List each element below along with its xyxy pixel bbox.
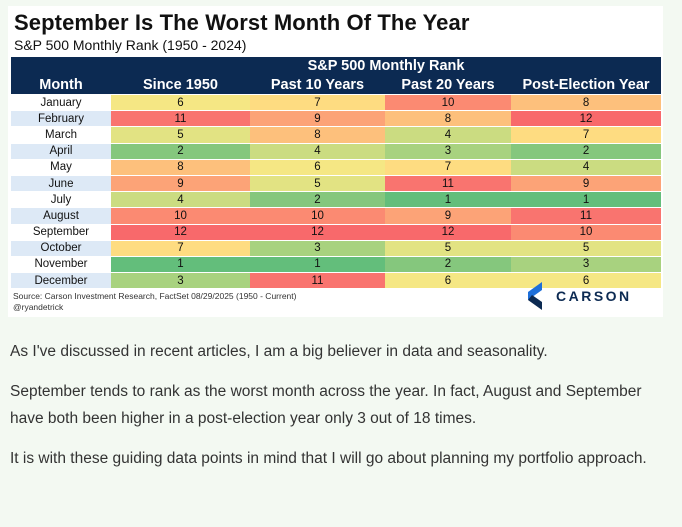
table-row: July 4 2 1 1 <box>11 191 662 208</box>
rank-cell: 6 <box>111 93 250 111</box>
carson-logo-icon <box>528 282 542 310</box>
article-body: As I've discussed in recent articles, I … <box>10 338 670 485</box>
rank-cell: 4 <box>511 158 662 176</box>
rank-cell: 3 <box>511 255 662 273</box>
figure-subtitle: S&P 500 Monthly Rank (1950 - 2024) <box>14 37 247 53</box>
rank-cell: 12 <box>250 223 385 241</box>
rank-cell: 4 <box>385 126 511 144</box>
rank-cell: 10 <box>385 93 511 111</box>
rank-table: S&P 500 Monthly Rank Month Since 1950 Pa… <box>11 57 662 289</box>
table-row: August 10 10 9 11 <box>11 207 662 224</box>
rank-cell: 1 <box>511 191 662 208</box>
rank-cell: 5 <box>250 174 385 192</box>
rank-cell: 10 <box>511 223 662 241</box>
column-header-past-20-years: Past 20 Years <box>385 75 511 95</box>
table-row: December 3 11 6 6 <box>11 272 662 289</box>
table-row: April 2 4 3 2 <box>11 142 662 160</box>
rank-cell: 9 <box>250 110 385 127</box>
rank-cell: 12 <box>385 223 511 241</box>
rank-cell: 6 <box>511 272 662 289</box>
author-handle: @ryandetrick <box>13 302 64 312</box>
month-cell: September <box>11 223 111 241</box>
rank-cell: 9 <box>385 207 511 224</box>
rank-cell: 5 <box>511 239 662 257</box>
rank-cell: 8 <box>511 93 662 111</box>
column-header-post-election-year: Post-Election Year <box>511 75 662 95</box>
rank-cell: 2 <box>511 142 662 160</box>
rank-cell: 7 <box>250 93 385 111</box>
source-line: Source: Carson Investment Research, Fact… <box>13 291 297 301</box>
rank-cell: 8 <box>250 126 385 144</box>
month-cell: December <box>11 272 111 289</box>
month-cell: November <box>11 255 111 273</box>
month-cell: April <box>11 142 111 160</box>
table-row: March 5 8 4 7 <box>11 126 662 144</box>
article-paragraph: As I've discussed in recent articles, I … <box>10 343 548 360</box>
column-header-since-1950: Since 1950 <box>111 75 250 95</box>
figure-title: September Is The Worst Month Of The Year <box>14 10 470 35</box>
article-paragraph: September tends to rank as the worst mon… <box>10 383 642 427</box>
month-cell: March <box>11 126 111 144</box>
month-cell: January <box>11 93 111 111</box>
chart-figure: September Is The Worst Month Of The Year… <box>8 6 663 317</box>
rank-cell: 11 <box>111 110 250 127</box>
rank-cell: 4 <box>111 191 250 208</box>
rank-cell: 9 <box>511 174 662 192</box>
rank-cell: 2 <box>385 255 511 273</box>
month-cell: June <box>11 174 111 192</box>
table-row: October 7 3 5 5 <box>11 239 662 257</box>
rank-cell: 6 <box>385 272 511 289</box>
rank-cell: 11 <box>385 174 511 192</box>
table-row: May 8 6 7 4 <box>11 158 662 176</box>
month-cell: August <box>11 207 111 224</box>
column-header-past-10-years: Past 10 Years <box>250 75 385 95</box>
rank-cell: 6 <box>250 158 385 176</box>
rank-cell: 10 <box>111 207 250 224</box>
rank-cell: 3 <box>111 272 250 289</box>
source-note: Source: Carson Investment Research, Fact… <box>13 291 296 313</box>
rank-cell: 10 <box>250 207 385 224</box>
table-row: January 6 7 10 8 <box>11 93 662 111</box>
rank-cell: 5 <box>111 126 250 144</box>
rank-cell: 3 <box>385 142 511 160</box>
rank-cell: 7 <box>111 239 250 257</box>
logo-text: CARSON <box>556 288 632 304</box>
rank-cell: 2 <box>250 191 385 208</box>
table-row: June 9 5 11 9 <box>11 174 662 192</box>
rank-cell: 8 <box>385 110 511 127</box>
carson-logo: CARSON <box>528 282 632 310</box>
rank-cell: 4 <box>250 142 385 160</box>
column-header-month: Month <box>11 75 111 95</box>
group-header: S&P 500 Monthly Rank <box>111 57 662 75</box>
rank-cell: 12 <box>511 110 662 127</box>
rank-cell: 1 <box>111 255 250 273</box>
rank-cell: 7 <box>385 158 511 176</box>
month-cell: February <box>11 110 111 127</box>
table-row: September 12 12 12 10 <box>11 223 662 241</box>
rank-cell: 1 <box>250 255 385 273</box>
rank-cell: 8 <box>111 158 250 176</box>
rank-cell: 9 <box>111 174 250 192</box>
rank-cell: 5 <box>385 239 511 257</box>
rank-cell: 7 <box>511 126 662 144</box>
month-cell: July <box>11 191 111 208</box>
rank-cell: 12 <box>111 223 250 241</box>
rank-cell: 11 <box>511 207 662 224</box>
month-cell: October <box>11 239 111 257</box>
table-row: February 11 9 8 12 <box>11 110 662 127</box>
month-cell: May <box>11 158 111 176</box>
article-paragraph: It is with these guiding data points in … <box>10 450 647 467</box>
rank-cell: 11 <box>250 272 385 289</box>
rank-cell: 2 <box>111 142 250 160</box>
table-row: November 1 1 2 3 <box>11 255 662 273</box>
rank-cell: 1 <box>385 191 511 208</box>
header-spacer <box>11 57 111 75</box>
rank-cell: 3 <box>250 239 385 257</box>
